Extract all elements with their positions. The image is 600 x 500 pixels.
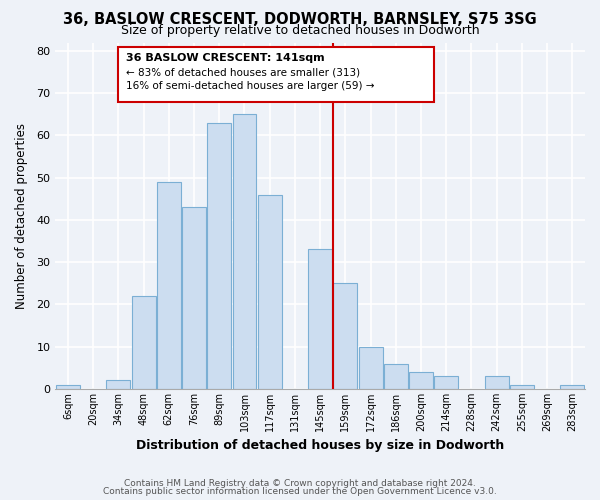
Bar	[485, 376, 509, 389]
Bar	[384, 364, 408, 389]
X-axis label: Distribution of detached houses by size in Dodworth: Distribution of detached houses by size …	[136, 440, 504, 452]
Bar	[409, 372, 433, 389]
Bar	[233, 114, 256, 389]
Bar	[157, 182, 181, 389]
Bar	[207, 123, 231, 389]
Y-axis label: Number of detached properties: Number of detached properties	[15, 122, 28, 308]
Bar	[258, 194, 281, 389]
Text: Contains HM Land Registry data © Crown copyright and database right 2024.: Contains HM Land Registry data © Crown c…	[124, 478, 476, 488]
Bar	[308, 250, 332, 389]
Bar	[131, 296, 155, 389]
Bar	[182, 207, 206, 389]
Text: 16% of semi-detached houses are larger (59) →: 16% of semi-detached houses are larger (…	[126, 82, 374, 92]
Bar	[56, 384, 80, 389]
FancyBboxPatch shape	[118, 46, 434, 102]
Bar	[334, 284, 358, 389]
Text: 36 BASLOW CRESCENT: 141sqm: 36 BASLOW CRESCENT: 141sqm	[126, 53, 325, 63]
Bar	[560, 384, 584, 389]
Text: ← 83% of detached houses are smaller (313): ← 83% of detached houses are smaller (31…	[126, 67, 360, 77]
Text: Size of property relative to detached houses in Dodworth: Size of property relative to detached ho…	[121, 24, 479, 37]
Bar	[510, 384, 534, 389]
Bar	[434, 376, 458, 389]
Text: Contains public sector information licensed under the Open Government Licence v3: Contains public sector information licen…	[103, 487, 497, 496]
Bar	[359, 346, 383, 389]
Text: 36, BASLOW CRESCENT, DODWORTH, BARNSLEY, S75 3SG: 36, BASLOW CRESCENT, DODWORTH, BARNSLEY,…	[63, 12, 537, 28]
Bar	[106, 380, 130, 389]
